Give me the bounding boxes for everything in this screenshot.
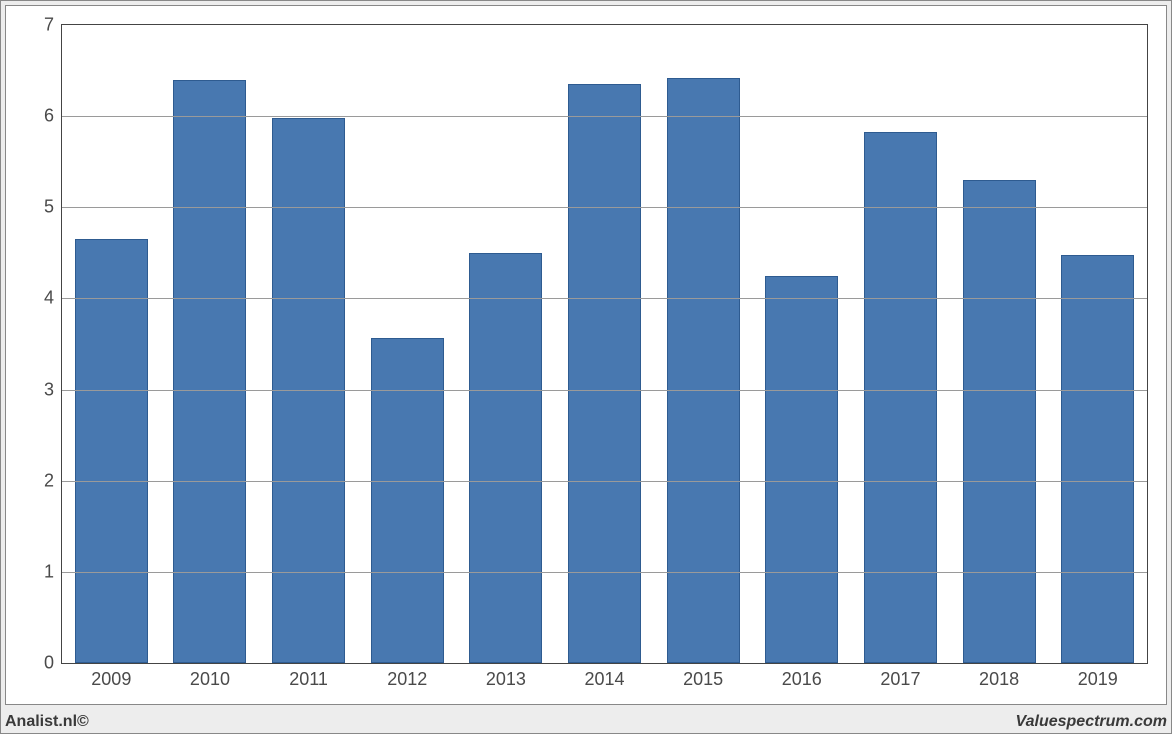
footer: Analist.nl© Valuespectrum.com <box>5 711 1167 731</box>
x-tick-label: 2012 <box>387 669 427 690</box>
y-tick-label: 6 <box>14 106 54 127</box>
plot-area: 2009201020112012201320142015201620172018… <box>61 24 1148 664</box>
x-tick-label: 2015 <box>683 669 723 690</box>
x-tick-label: 2014 <box>584 669 624 690</box>
bar <box>864 132 937 663</box>
bar-slot: 2015 <box>654 25 753 663</box>
gridline <box>62 116 1147 117</box>
bar-slot: 2017 <box>851 25 950 663</box>
bar <box>75 239 148 663</box>
bar-slot: 2014 <box>555 25 654 663</box>
x-tick-label: 2017 <box>880 669 920 690</box>
y-tick-label: 4 <box>14 288 54 309</box>
bar-slot: 2012 <box>358 25 457 663</box>
gridline <box>62 390 1147 391</box>
bar-slot: 2019 <box>1048 25 1147 663</box>
x-tick-label: 2011 <box>289 669 328 690</box>
y-tick-label: 3 <box>14 379 54 400</box>
x-tick-label: 2018 <box>979 669 1019 690</box>
bar <box>667 78 740 663</box>
bars-container: 2009201020112012201320142015201620172018… <box>62 25 1147 663</box>
footer-left: Analist.nl© <box>5 713 89 731</box>
gridline <box>62 572 1147 573</box>
x-tick-label: 2016 <box>782 669 822 690</box>
y-tick-label: 7 <box>14 15 54 36</box>
gridline <box>62 207 1147 208</box>
x-tick-label: 2013 <box>486 669 526 690</box>
bar <box>173 80 246 663</box>
bar <box>568 84 641 663</box>
footer-right: Valuespectrum.com <box>1016 713 1167 731</box>
bar-slot: 2016 <box>752 25 851 663</box>
x-tick-label: 2009 <box>91 669 131 690</box>
bar <box>765 276 838 663</box>
bar <box>963 180 1036 663</box>
bar-slot: 2013 <box>457 25 556 663</box>
bar <box>1061 255 1134 663</box>
bar-slot: 2018 <box>950 25 1049 663</box>
bar <box>469 253 542 663</box>
bar <box>371 338 444 663</box>
y-tick-label: 5 <box>14 197 54 218</box>
bar-slot: 2009 <box>62 25 161 663</box>
bar-slot: 2010 <box>161 25 260 663</box>
chart-frame: 2009201020112012201320142015201620172018… <box>0 0 1172 734</box>
bar-slot: 2011 <box>259 25 358 663</box>
gridline <box>62 481 1147 482</box>
x-tick-label: 2019 <box>1078 669 1118 690</box>
gridline <box>62 298 1147 299</box>
y-tick-label: 1 <box>14 561 54 582</box>
chart-inner: 2009201020112012201320142015201620172018… <box>5 5 1167 705</box>
y-tick-label: 0 <box>14 653 54 674</box>
y-tick-label: 2 <box>14 470 54 491</box>
x-tick-label: 2010 <box>190 669 230 690</box>
